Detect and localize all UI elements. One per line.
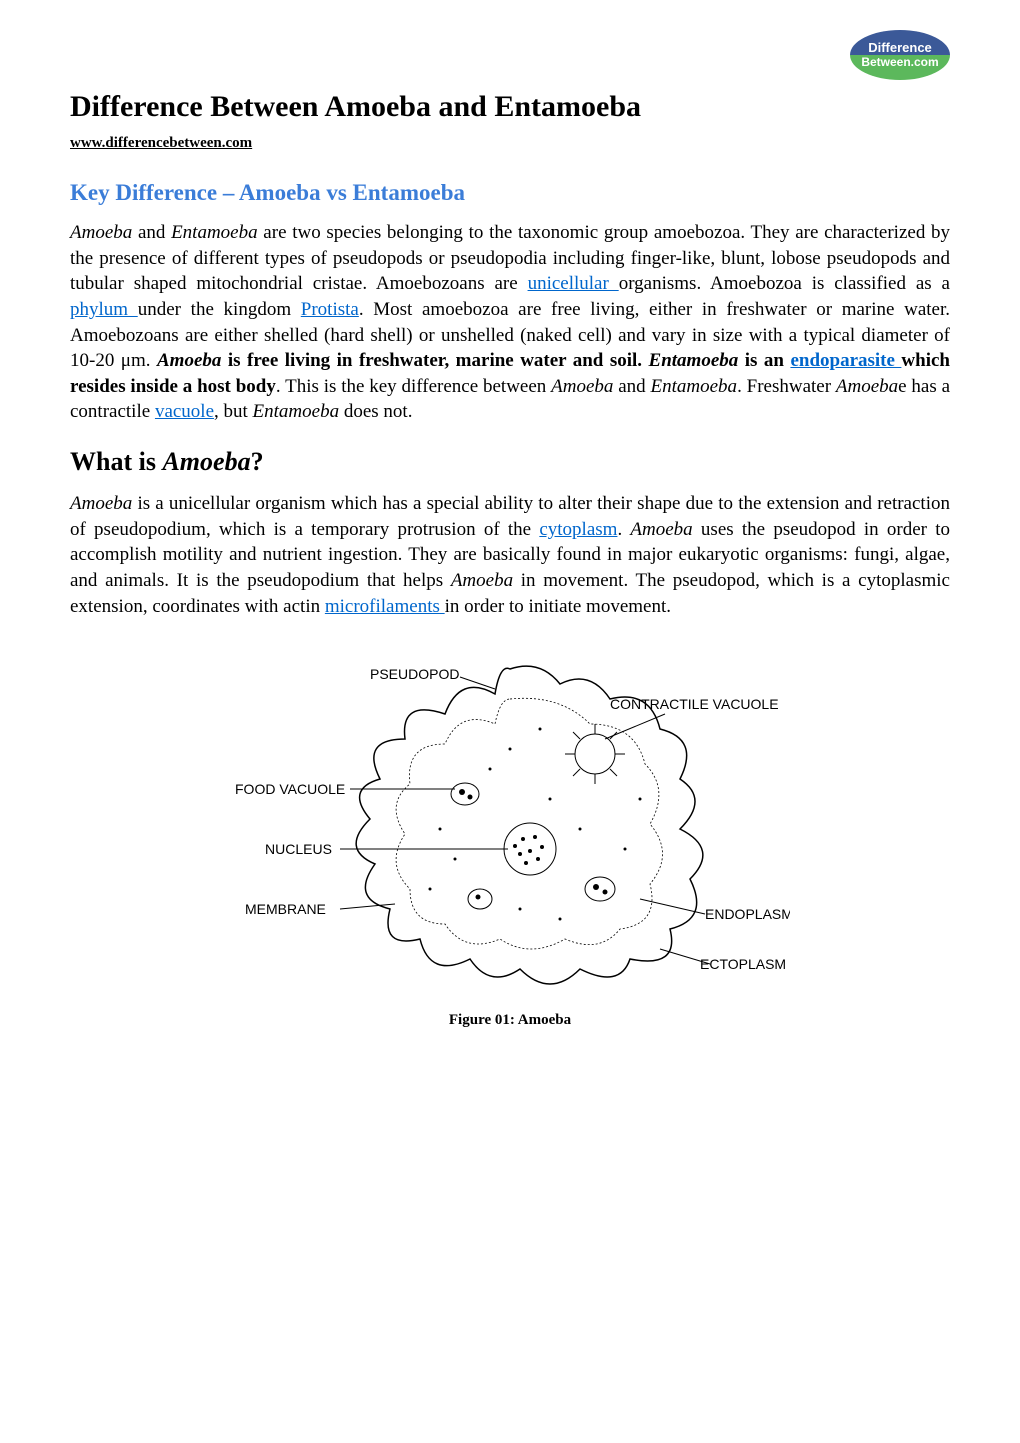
text-span: Entamoeba xyxy=(651,376,738,397)
text-span: organisms. Amoebozoa is classified as a xyxy=(619,273,950,294)
text-span: Amoeba xyxy=(551,376,613,397)
label-membrane: MEMBRANE xyxy=(245,901,326,917)
label-food-vacuole: FOOD VACUOLE xyxy=(235,781,345,797)
phylum-link[interactable]: phylum xyxy=(70,299,138,320)
text-span: Amoeba xyxy=(836,376,898,397)
unicellular-link[interactable]: unicellular xyxy=(528,273,619,294)
text-span: and xyxy=(132,222,171,243)
amoeba-diagram-svg: PSEUDOPOD CONTRACTILE VACUOLE FOOD VACUO… xyxy=(230,639,790,999)
text-span: . Freshwater xyxy=(737,376,836,397)
text-span: is an xyxy=(738,350,790,371)
cytoplasm-link[interactable]: cytoplasm xyxy=(539,519,617,540)
intro-paragraph: Amoeba and Entamoeba are two species bel… xyxy=(70,220,950,425)
text-span: Amoeba xyxy=(630,519,692,540)
label-ectoplasm: ECTOPLASM xyxy=(700,956,786,972)
text-span: under the kingdom xyxy=(138,299,301,320)
text-span: in order to initiate movement. xyxy=(445,596,671,617)
text-span: Amoeba xyxy=(451,570,513,591)
text-span: does not. xyxy=(339,401,412,422)
logo-text-1: Difference xyxy=(868,41,932,55)
text-span: , but xyxy=(214,401,253,422)
text-span: What is xyxy=(70,447,162,476)
microfilaments-link[interactable]: microfilaments xyxy=(325,596,445,617)
text-span: Amoeba xyxy=(157,350,221,371)
label-pseudopod: PSEUDOPOD xyxy=(370,666,459,682)
endoparasite-link[interactable]: endoparasite xyxy=(790,350,901,371)
vacuole-link[interactable]: vacuole xyxy=(155,401,214,422)
amoeba-figure: PSEUDOPOD CONTRACTILE VACUOLE FOOD VACUO… xyxy=(70,639,950,1029)
logo-text-2: Between.com xyxy=(861,56,938,69)
what-is-amoeba-heading: What is Amoeba? xyxy=(70,447,950,477)
text-span: . This is the key difference between xyxy=(276,376,551,397)
text-span: Entamoeba xyxy=(171,222,258,243)
text-span: is free living in freshwater, marine wat… xyxy=(221,350,648,371)
text-span: . xyxy=(617,519,630,540)
site-url-link[interactable]: www.differencebetween.com xyxy=(70,135,252,152)
text-span: Entamoeba xyxy=(253,401,340,422)
label-nucleus: NUCLEUS xyxy=(265,841,332,857)
text-span: Amoeba xyxy=(70,493,132,514)
text-span: Entamoeba xyxy=(649,350,739,371)
key-difference-heading: Key Difference – Amoeba vs Entamoeba xyxy=(70,180,950,206)
label-contractile-vacuole: CONTRACTILE VACUOLE xyxy=(610,696,779,712)
figure-caption: Figure 01: Amoeba xyxy=(70,1012,950,1029)
text-span: Amoeba xyxy=(70,222,132,243)
text-span: Amoeba xyxy=(162,447,250,476)
page-title: Difference Between Amoeba and Entamoeba xyxy=(70,90,950,124)
amoeba-paragraph: Amoeba is a unicellular organism which h… xyxy=(70,491,950,619)
text-span: and xyxy=(613,376,650,397)
protista-link[interactable]: Protista xyxy=(301,299,359,320)
site-logo: Difference Between.com xyxy=(850,30,950,80)
text-span: ? xyxy=(251,447,264,476)
label-endoplasm: ENDOPLASM xyxy=(705,906,790,922)
